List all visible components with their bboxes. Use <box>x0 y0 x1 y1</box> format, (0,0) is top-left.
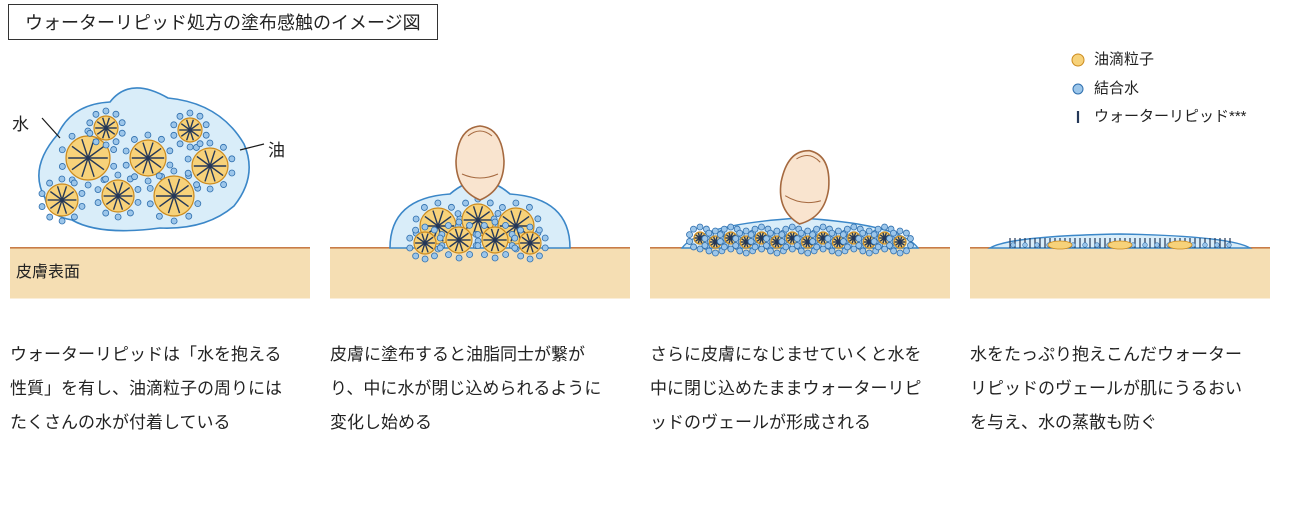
svg-text:皮膚表面: 皮膚表面 <box>16 263 80 281</box>
legend-water-lipid-label: ウォーターリピッド*** <box>1094 103 1247 132</box>
panel-1-caption: ウォーターリピッドは「水を抱える性質」を有し、油滴粒子の周りにはたくさんの水が付… <box>10 338 286 440</box>
legend-water-lipid: ウォーターリピッド*** <box>1070 103 1247 132</box>
legend-bound-water-label: 結合水 <box>1094 75 1139 104</box>
legend-oil-drop-label: 油滴粒子 <box>1094 46 1154 75</box>
panel-1: 皮膚表面 水 油 ウォーターリピッドは「水を抱える性質」を有し、油滴粒子の周りに… <box>10 48 310 518</box>
legend: 油滴粒子 結合水 ウォーターリピッド*** <box>1070 46 1247 132</box>
diagram-title: ウォーターリピッド処方の塗布感触のイメージ図 <box>8 4 438 40</box>
label-water: 水 <box>12 110 29 135</box>
panel-3: さらに皮膚になじませていくと水を中に閉じ込めたままウォーターリピッドのヴェールが… <box>650 48 950 518</box>
panel-4-caption: 水をたっぷり抱えこんだウォーターリピッドのヴェールが肌にうるおいを与え、水の蒸散… <box>970 338 1246 440</box>
legend-oil-drop: 油滴粒子 <box>1070 46 1247 75</box>
panel-2: 皮膚に塗布すると油脂同士が繋がり、中に水が閉じ込められるように変化し始める <box>330 48 630 518</box>
label-oil: 油 <box>268 136 285 161</box>
legend-bound-water: 結合水 <box>1070 75 1247 104</box>
panel-2-caption: 皮膚に塗布すると油脂同士が繋がり、中に水が閉じ込められるように変化し始める <box>330 338 606 440</box>
panel-3-caption: さらに皮膚になじませていくと水を中に閉じ込めたままウォーターリピッドのヴェールが… <box>650 338 926 440</box>
